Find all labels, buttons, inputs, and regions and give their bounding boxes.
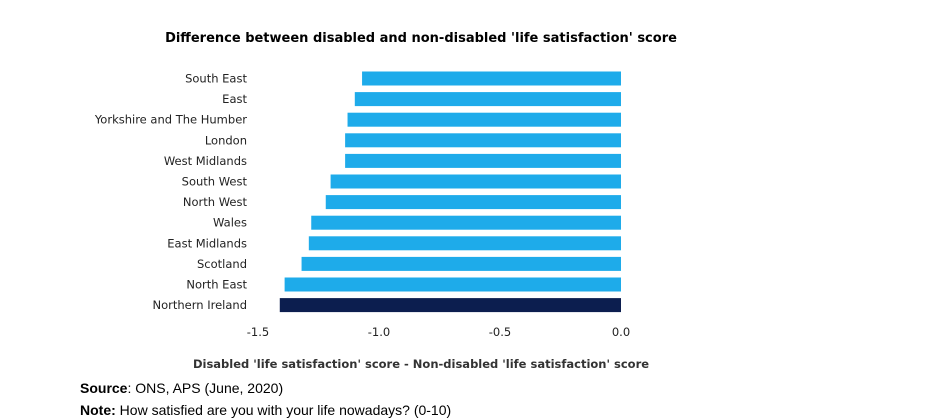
x-tick-label: -1.0	[368, 325, 390, 339]
x-axis-title: Disabled 'life satisfaction' score - Non…	[193, 357, 649, 371]
category-label: East Midlands	[167, 236, 247, 250]
bar-west-midlands	[345, 153, 621, 168]
source-label: Source	[80, 380, 128, 396]
bar-wales	[311, 215, 621, 230]
bar-east	[354, 92, 621, 107]
source-line: Source: ONS, APS (June, 2020)	[80, 379, 283, 397]
bar-yorkshire-and-the-humber	[347, 112, 621, 127]
source-text: : ONS, APS (June, 2020)	[127, 380, 284, 396]
category-label: North West	[183, 195, 248, 209]
category-label: North East	[186, 278, 247, 292]
category-label: West Midlands	[164, 154, 247, 168]
category-label: South East	[185, 72, 247, 86]
chart: Difference between disabled and non-disa…	[94, 31, 677, 371]
category-label: Wales	[213, 216, 247, 230]
category-label: London	[205, 133, 247, 147]
x-tick-label: -1.5	[247, 325, 269, 339]
x-tick-label: -0.5	[489, 325, 511, 339]
bar-northern-ireland	[279, 298, 621, 313]
note-text: How satisfied are you with your life now…	[115, 402, 452, 418]
bar-south-east	[362, 71, 621, 86]
note-line: Note: How satisfied are you with your li…	[80, 401, 451, 419]
bars-group	[279, 71, 621, 313]
bar-north-west	[325, 195, 621, 210]
x-tick-label: 0.0	[612, 325, 630, 339]
bar-scotland	[301, 256, 621, 271]
category-label: South West	[182, 175, 248, 189]
category-label: East	[222, 92, 247, 106]
bar-london	[345, 133, 621, 148]
bar-south-west	[330, 174, 621, 189]
bar-east-midlands	[308, 236, 621, 251]
category-label: Scotland	[197, 257, 247, 271]
note-label: Note:	[80, 402, 116, 418]
category-labels: South East East Yorkshire and The Humber Lo…	[94, 72, 248, 313]
x-axis-ticks: -1.5 -1.0 -0.5 0.0	[247, 325, 630, 339]
chart-title: Difference between disabled and non-disa…	[165, 31, 677, 46]
category-label: Northern Ireland	[153, 298, 247, 312]
bar-north-east	[284, 277, 621, 292]
category-label: Yorkshire and The Humber	[94, 113, 247, 127]
